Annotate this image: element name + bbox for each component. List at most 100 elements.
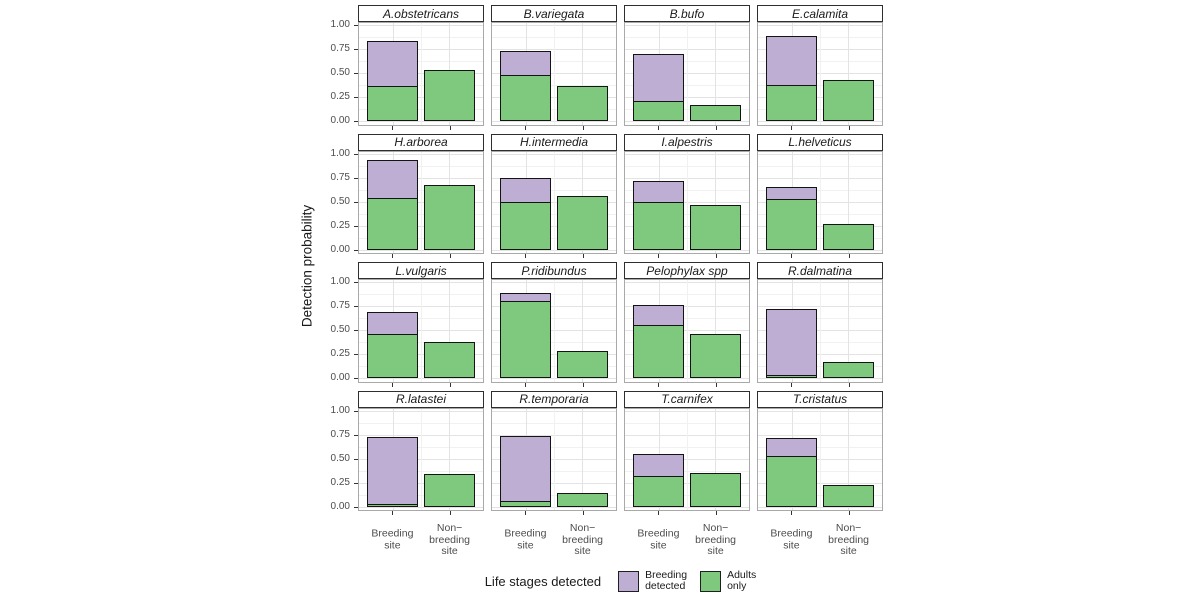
x-tick-label-line: site: [384, 539, 401, 551]
y-tick-mark: [353, 73, 358, 75]
facet-panel: [624, 279, 750, 383]
y-tick-label: 0.75: [330, 300, 350, 311]
facet-title: R.latastei: [395, 392, 447, 406]
x-tick-label-breeding_site: Breeding site: [770, 527, 813, 552]
y-tick-mark: [353, 330, 358, 332]
x-tick-mark: [791, 254, 793, 258]
facet-panel: [491, 150, 617, 254]
y-tick-mark: [353, 378, 358, 380]
facet-strip: B.bufo: [624, 5, 750, 22]
x-tick-label-line: Non−: [702, 521, 729, 534]
x-tick-mark: [525, 382, 527, 387]
facet-strip: R.latastei: [358, 390, 484, 408]
x-tick-label-breeding_site: Breeding site: [504, 527, 547, 552]
bar-segment-adults-only: [822, 361, 874, 378]
bar-segment-breeding-detected: [633, 53, 685, 102]
facet-title: R.dalmatina: [787, 263, 853, 278]
x-tick-mark: [525, 254, 527, 258]
facet-title: P.ridibundus: [521, 263, 587, 278]
x-tick-mark: [582, 382, 584, 387]
y-tick-mark: [353, 153, 358, 155]
y-tick-label: 1.00: [330, 19, 350, 30]
bar-segment-breeding-detected: [367, 437, 419, 505]
x-tick-label-line: Breeding: [770, 527, 813, 540]
facet-panel: [624, 150, 750, 254]
x-tick-mark: [658, 511, 660, 515]
grid-line: [820, 151, 821, 253]
bar-segment-adults-only: [500, 301, 552, 378]
y-tick-mark: [353, 225, 358, 227]
facet-panel: [358, 22, 484, 126]
x-tick-mark: [392, 511, 394, 515]
y-tick-mark: [353, 97, 358, 99]
facet-strip: H.arborea: [358, 133, 484, 151]
legend-item-label: Adults only: [727, 569, 756, 593]
bar-segment-adults-only: [556, 493, 608, 507]
x-tick-mark: [658, 382, 660, 387]
y-tick-label: 0.75: [330, 43, 350, 54]
facet-strip: R.dalmatina: [757, 262, 883, 279]
grid-line: [554, 151, 555, 253]
bar-segment-breeding-detected: [633, 181, 685, 204]
y-tick-label: 0.00: [330, 115, 350, 126]
legend-item-adults_only: Adults only: [700, 569, 756, 593]
x-tick-mark: [848, 254, 850, 258]
y-tick-mark: [353, 121, 358, 123]
bar-segment-breeding-detected: [500, 50, 552, 76]
bar-segment-adults-only: [689, 333, 741, 378]
bar-segment-adults-only: [689, 104, 741, 121]
bar-segment-adults-only: [367, 86, 419, 121]
grid-line: [582, 408, 584, 510]
x-tick-label-non_breeding_site: Non− breeding site: [695, 521, 736, 558]
x-tick-mark: [392, 254, 394, 258]
y-tick-label: 0.25: [330, 348, 350, 359]
bar-segment-adults-only: [500, 201, 552, 250]
x-tick-mark: [848, 511, 850, 515]
grid-line: [687, 23, 688, 125]
y-tick-label: 0.00: [330, 500, 350, 512]
facet-h-intermedia: H.intermedia: [491, 133, 617, 258]
y-tick-mark: [353, 177, 358, 179]
grid-line: [554, 23, 555, 125]
grid-line: [715, 408, 717, 510]
y-tick-mark: [353, 354, 358, 356]
bar-segment-adults-only: [766, 198, 818, 250]
facet-title: H.intermedia: [519, 135, 589, 149]
grid-line: [687, 408, 688, 510]
facet-panel: [757, 22, 883, 126]
facet-t-cristatus: T.cristatus: [757, 390, 883, 515]
bar-segment-adults-only: [423, 185, 475, 250]
y-tick-mark: [353, 201, 358, 203]
y-tick-label: 0.25: [330, 476, 350, 488]
x-tick-label-line: site: [840, 544, 857, 557]
bar-segment-breeding-detected: [633, 305, 685, 327]
grid-line: [582, 280, 584, 382]
x-tick-mark: [715, 511, 717, 515]
y-tick-mark: [353, 282, 358, 284]
grid-line: [421, 280, 422, 382]
grid-line: [421, 408, 422, 510]
y-tick-label: 0.00: [330, 243, 350, 255]
x-tick-label-line: Breeding: [504, 527, 547, 540]
x-tick-mark: [582, 254, 584, 258]
x-tick-label-non_breeding_site: Non− breeding site: [562, 522, 603, 558]
x-tick-label-line: site: [707, 544, 724, 557]
x-tick-label-line: Breeding: [371, 527, 414, 540]
facet-title: I.alpestris: [661, 135, 713, 149]
facet-a-obstetricans: A.obstetricans 1.00 0.75 0.50 0.25 0.00: [331, 5, 484, 130]
facet-panel: [757, 150, 883, 254]
facet-strip: L.helveticus: [757, 133, 883, 151]
legend-label-line: only: [727, 580, 747, 592]
facet-strip: Pelophylax spp: [624, 262, 750, 279]
bar-segment-adults-only: [556, 195, 608, 250]
bar-segment-adults-only: [556, 86, 608, 121]
grid-line: [848, 280, 850, 382]
facet-title: B.bufo: [669, 6, 705, 21]
grid-line: [820, 280, 821, 382]
grid-line: [687, 151, 688, 253]
bar-segment-adults-only: [423, 473, 475, 507]
x-tick-label-line: Non−: [436, 521, 463, 534]
x-tick-label-line: breeding: [429, 533, 471, 546]
x-tick-mark: [715, 125, 717, 130]
y-tick-label: 0.75: [330, 428, 350, 440]
